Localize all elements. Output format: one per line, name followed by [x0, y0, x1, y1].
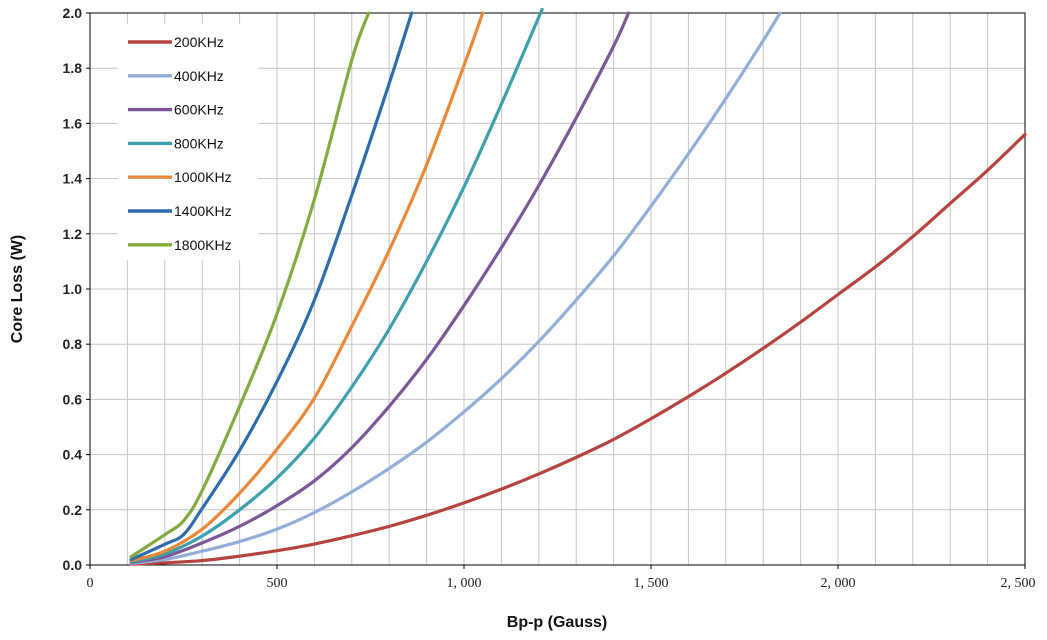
series-line-400khz	[129, 11, 782, 565]
y-tick-label: 2.0	[63, 5, 83, 21]
y-tick-label: 1.6	[63, 115, 83, 131]
y-tick-label: 0.2	[63, 502, 83, 518]
y-axis-label: Core Loss (W)	[9, 235, 26, 343]
legend-label: 600KHz	[174, 102, 224, 118]
series-line-600khz	[129, 11, 631, 564]
legend-label: 1400KHz	[174, 203, 232, 219]
legend-label: 200KHz	[174, 34, 224, 50]
y-tick-label: 1.0	[63, 281, 83, 297]
x-tick-label: 1, 000	[447, 576, 482, 591]
series-line-1800khz	[129, 11, 371, 559]
y-tick-label: 0.0	[63, 557, 83, 573]
legend-item: 800KHz	[128, 135, 224, 151]
legend-label: 1800KHz	[174, 237, 232, 253]
legend-label: 800KHz	[174, 135, 224, 151]
y-tick-label: 0.8	[63, 336, 83, 352]
series-line-800khz	[129, 7, 544, 564]
series-line-1000khz	[129, 11, 485, 563]
x-tick-label: 2, 000	[821, 576, 856, 591]
x-tick-label: 1, 500	[634, 576, 669, 591]
y-tick-label: 1.4	[63, 171, 83, 187]
tick-labels: 0.0 0.2 0.4 0.6 0.8 1.0 1.2 1.4 1.6 1.8 2.0 0 500 1, …	[63, 5, 1036, 591]
series-line-1400khz	[129, 11, 414, 562]
legend: 200KHz 400KHz 600KHz 800KHz 1000KHz 1400KHz 18…	[118, 24, 258, 260]
legend-label: 400KHz	[174, 68, 224, 84]
legend-item: 1800KHz	[128, 237, 232, 253]
legend-label: 1000KHz	[174, 169, 232, 185]
legend-item: 600KHz	[128, 102, 224, 118]
x-tick-label: 2, 500	[1001, 576, 1036, 591]
y-tick-label: 0.6	[63, 391, 83, 407]
legend-item: 200KHz	[128, 34, 224, 50]
series-line-200khz	[129, 132, 1027, 566]
x-tick-label: 0	[87, 576, 94, 591]
legend-item: 400KHz	[128, 68, 224, 84]
x-axis-label: Bp-p (Gauss)	[507, 614, 607, 631]
legend-item: 1400KHz	[128, 203, 232, 219]
y-tick-label: 0.4	[63, 447, 83, 463]
legend-item: 1000KHz	[128, 169, 232, 185]
y-tick-label: 1.2	[63, 226, 83, 242]
x-tick-label: 500	[267, 576, 288, 591]
series-lines	[129, 7, 1027, 566]
y-tick-label: 1.8	[63, 60, 83, 76]
